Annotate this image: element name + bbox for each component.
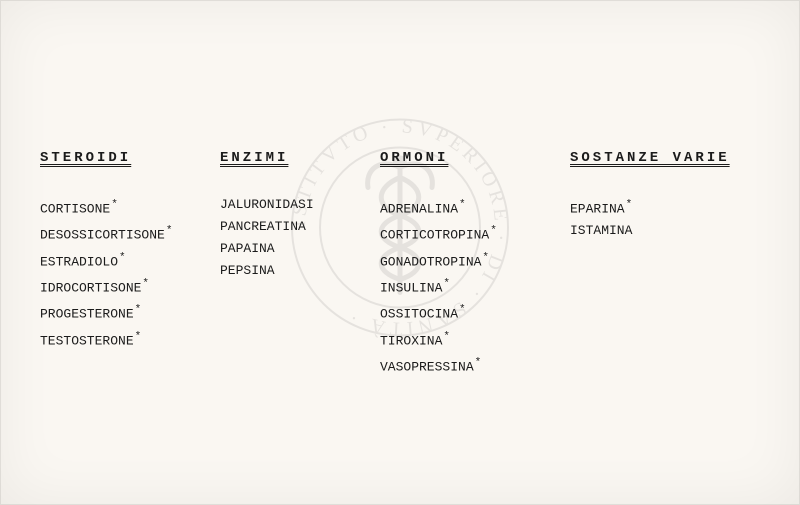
- item-text: TESTOSTERONE: [40, 333, 134, 348]
- list-item: ADRENALINA*: [380, 194, 570, 220]
- star-icon: *: [490, 225, 497, 237]
- item-text: PAPAINA: [220, 241, 275, 256]
- list-item: PANCREATINA: [220, 216, 380, 238]
- column-header-ormoni: ORMONI: [380, 150, 570, 166]
- list-item: PEPSINA: [220, 260, 380, 282]
- item-text: PROGESTERONE: [40, 307, 134, 322]
- list-item: ESTRADIOLO*: [40, 247, 220, 273]
- list-item: CORTICOTROPINA*: [380, 220, 570, 246]
- list-item: CORTISONE*: [40, 194, 220, 220]
- list-item: GONADOTROPINA*: [380, 247, 570, 273]
- item-text: ADRENALINA: [380, 201, 458, 216]
- column-header-sostanze: SOSTANZE VARIE: [570, 150, 740, 166]
- item-text: JALURONIDASI: [220, 197, 314, 212]
- list-item: TIROXINA*: [380, 326, 570, 352]
- item-text: TIROXINA: [380, 333, 442, 348]
- item-text: DESOSSICORTISONE: [40, 228, 165, 243]
- item-text: PEPSINA: [220, 263, 275, 278]
- column-header-steroidi: STEROIDI: [40, 150, 220, 166]
- columns-container: STEROIDI CORTISONE* DESOSSICORTISONE* ES…: [40, 150, 760, 378]
- star-icon: *: [459, 304, 466, 316]
- list-item: DESOSSICORTISONE*: [40, 220, 220, 246]
- item-text: ISTAMINA: [570, 223, 632, 238]
- item-text: INSULINA: [380, 280, 442, 295]
- star-icon: *: [482, 252, 489, 264]
- document-page: ISTITVTO · SVPERIORE · DI · SANITÀ · STE…: [0, 0, 800, 505]
- list-item: PROGESTERONE*: [40, 299, 220, 325]
- list-item: OSSITOCINA*: [380, 299, 570, 325]
- list-item: INSULINA*: [380, 273, 570, 299]
- item-text: EPARINA: [570, 201, 625, 216]
- star-icon: *: [459, 199, 466, 211]
- column-enzimi: ENZIMI JALURONIDASI PANCREATINA PAPAINA …: [220, 150, 380, 378]
- item-text: VASOPRESSINA: [380, 359, 474, 374]
- star-icon: *: [135, 331, 142, 343]
- item-text: CORTICOTROPINA: [380, 228, 489, 243]
- star-icon: *: [142, 278, 149, 290]
- star-icon: *: [119, 252, 126, 264]
- column-header-enzimi: ENZIMI: [220, 150, 380, 166]
- item-text: OSSITOCINA: [380, 307, 458, 322]
- star-icon: *: [166, 225, 173, 237]
- column-ormoni: ORMONI ADRENALINA* CORTICOTROPINA* GONAD…: [380, 150, 570, 378]
- list-item: TESTOSTERONE*: [40, 326, 220, 352]
- item-text: CORTISONE: [40, 201, 110, 216]
- column-steroidi: STEROIDI CORTISONE* DESOSSICORTISONE* ES…: [40, 150, 220, 378]
- star-icon: *: [626, 199, 633, 211]
- list-item: ISTAMINA: [570, 220, 740, 242]
- list-item: JALURONIDASI: [220, 194, 380, 216]
- list-item: PAPAINA: [220, 238, 380, 260]
- star-icon: *: [135, 304, 142, 316]
- item-text: PANCREATINA: [220, 219, 306, 234]
- list-item: EPARINA*: [570, 194, 740, 220]
- column-sostanze: SOSTANZE VARIE EPARINA* ISTAMINA: [570, 150, 740, 378]
- item-text: GONADOTROPINA: [380, 254, 481, 269]
- list-item: VASOPRESSINA*: [380, 352, 570, 378]
- star-icon: *: [443, 278, 450, 290]
- star-icon: *: [111, 199, 118, 211]
- star-icon: *: [475, 357, 482, 369]
- item-text: ESTRADIOLO: [40, 254, 118, 269]
- star-icon: *: [443, 331, 450, 343]
- item-text: IDROCORTISONE: [40, 280, 141, 295]
- list-item: IDROCORTISONE*: [40, 273, 220, 299]
